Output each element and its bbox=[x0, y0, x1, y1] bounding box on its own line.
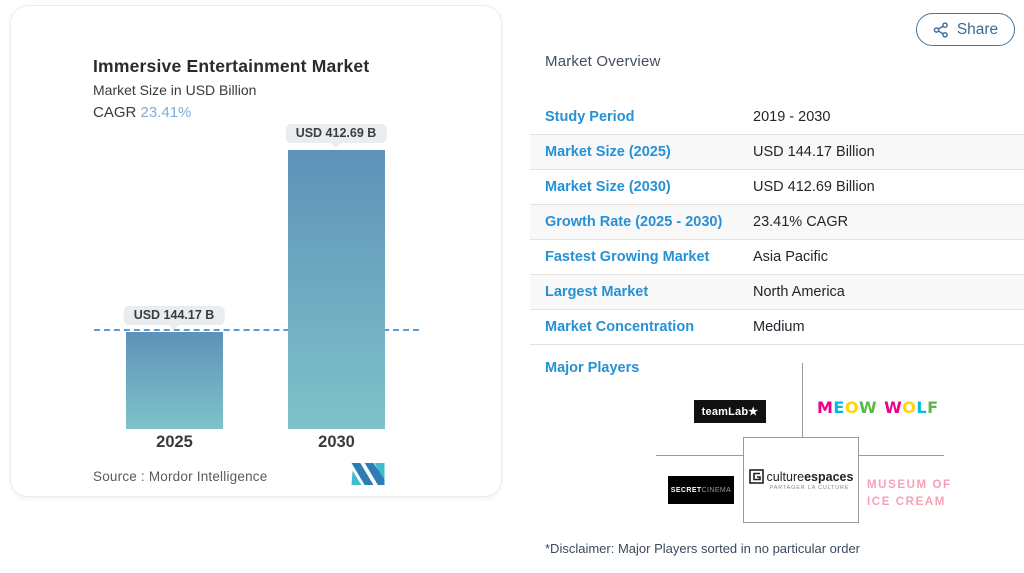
row-value-market-concentration: Medium bbox=[753, 319, 1024, 335]
market-report-page: Immersive Entertainment Market Market Si… bbox=[0, 0, 1024, 573]
culturespaces-icon bbox=[749, 469, 764, 484]
x-axis-label-2025: 2025 bbox=[126, 433, 223, 452]
bar-2030[interactable] bbox=[288, 150, 385, 429]
row-label-growth-rate[interactable]: Growth Rate (2025 - 2030) bbox=[530, 214, 753, 230]
row-label-market-size-2030[interactable]: Market Size (2030) bbox=[530, 179, 753, 195]
bar-2025[interactable] bbox=[126, 332, 223, 429]
table-row: Market Size (2030) USD 412.69 Billion bbox=[530, 170, 1024, 205]
overview-table: Study Period 2019 - 2030 Market Size (20… bbox=[530, 100, 1024, 345]
bar-value-tooltip-2030: USD 412.69 B bbox=[286, 124, 387, 143]
museum-line2: ICE CREAM bbox=[867, 494, 952, 511]
secret-cinema-part2: CINEMA bbox=[702, 487, 732, 494]
players-diagram-vertical-line bbox=[802, 363, 803, 437]
table-row: Largest Market North America bbox=[530, 275, 1024, 310]
row-label-market-size-2025[interactable]: Market Size (2025) bbox=[530, 144, 753, 160]
meow-wolf-logo: MEOWWOLF bbox=[817, 398, 939, 417]
secret-cinema-logo: SECRETCINEMA bbox=[668, 476, 734, 504]
bar-value-tooltip-2025: USD 144.17 B bbox=[124, 306, 225, 325]
market-chart-card: Immersive Entertainment Market Market Si… bbox=[10, 5, 502, 497]
row-value-largest-market: North America bbox=[753, 284, 1024, 300]
players-disclaimer: *Disclaimer: Major Players sorted in no … bbox=[545, 541, 860, 556]
row-value-study-period: 2019 - 2030 bbox=[753, 109, 1024, 125]
share-icon bbox=[933, 22, 949, 38]
players-diagram-horizontal-line-left bbox=[656, 455, 743, 456]
row-label-market-concentration[interactable]: Market Concentration bbox=[530, 319, 753, 335]
row-label-fastest-growing-market[interactable]: Fastest Growing Market bbox=[530, 249, 753, 265]
chart-title: Immersive Entertainment Market bbox=[93, 56, 369, 77]
row-value-market-size-2030: USD 412.69 Billion bbox=[753, 179, 1024, 195]
table-row: Study Period 2019 - 2030 bbox=[530, 100, 1024, 135]
players-diagram-horizontal-line-right bbox=[859, 455, 944, 456]
row-value-fastest-growing-market: Asia Pacific bbox=[753, 249, 1024, 265]
table-row: Market Concentration Medium bbox=[530, 310, 1024, 345]
mordor-intelligence-logo-icon bbox=[351, 463, 385, 485]
table-row: Growth Rate (2025 - 2030) 23.41% CAGR bbox=[530, 205, 1024, 240]
culturespaces-logo-box: cultureespaces PARTAGER LA CULTURE bbox=[743, 437, 859, 523]
culturespaces-tagline: PARTAGER LA CULTURE bbox=[770, 485, 850, 491]
secret-cinema-part1: SECRET bbox=[671, 487, 702, 494]
chart-cagr-line: CAGR 23.41% bbox=[93, 104, 191, 121]
table-row: Market Size (2025) USD 144.17 Billion bbox=[530, 135, 1024, 170]
row-label-study-period[interactable]: Study Period bbox=[530, 109, 753, 125]
cagr-value: 23.41% bbox=[141, 104, 192, 121]
museum-line1: MUSEUM OF bbox=[867, 477, 952, 494]
x-axis-label-2030: 2030 bbox=[288, 433, 385, 452]
culturespaces-name: cultureespaces bbox=[767, 470, 854, 484]
overview-heading: Market Overview bbox=[545, 53, 661, 70]
chart-subtitle: Market Size in USD Billion bbox=[93, 82, 256, 98]
row-value-growth-rate: 23.41% CAGR bbox=[753, 214, 1024, 230]
row-value-market-size-2025: USD 144.17 Billion bbox=[753, 144, 1024, 160]
row-label-largest-market[interactable]: Largest Market bbox=[530, 284, 753, 300]
share-button[interactable]: Share bbox=[916, 13, 1015, 46]
museum-of-ice-cream-logo: MUSEUM OF ICE CREAM bbox=[867, 477, 952, 511]
chart-source: Source : Mordor Intelligence bbox=[93, 469, 267, 484]
share-button-label: Share bbox=[957, 21, 998, 39]
teamlab-logo: teamLab★ bbox=[694, 400, 766, 423]
major-players-label[interactable]: Major Players bbox=[545, 360, 639, 376]
table-row: Fastest Growing Market Asia Pacific bbox=[530, 240, 1024, 275]
cagr-label: CAGR bbox=[93, 104, 136, 121]
